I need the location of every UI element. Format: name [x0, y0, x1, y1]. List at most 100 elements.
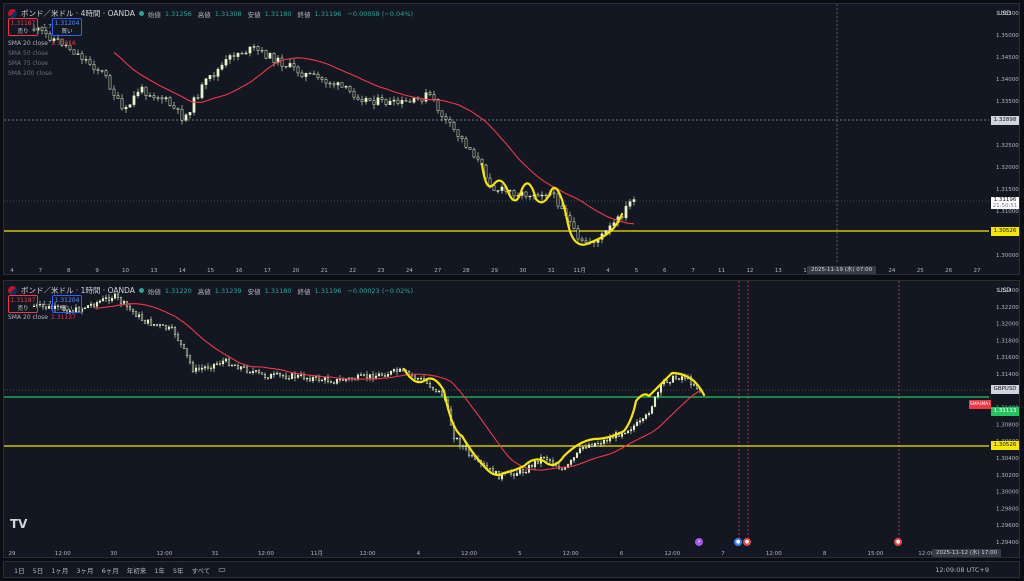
timeframe-5y[interactable]: 5年: [172, 566, 184, 575]
indicator-name: SMA 200 close: [8, 70, 52, 77]
candle-body: [155, 324, 159, 326]
indicator-sma200[interactable]: SMA 200 close: [8, 70, 52, 77]
timeframe-all[interactable]: すべて: [191, 566, 211, 575]
sell-price: 1.31187: [10, 20, 36, 27]
indicator-sma50[interactable]: SMA 50 close: [8, 50, 48, 57]
candle-body: [251, 371, 255, 373]
timeframe-1m[interactable]: 1ヶ月: [51, 566, 69, 575]
clock[interactable]: 12:09:08 UTC+9: [935, 566, 989, 574]
buy-button[interactable]: 1.31204 買い: [52, 295, 82, 313]
candle-body: [84, 59, 88, 61]
event-icon[interactable]: ⚡: [695, 538, 703, 546]
candle-body: [257, 370, 261, 373]
currency-label[interactable]: USD: [998, 287, 1011, 294]
date-axis-label: 5: [635, 268, 639, 274]
timeframe-6m[interactable]: 6ヶ月: [101, 566, 119, 575]
candle-body: [200, 367, 204, 370]
chart-pane-4h[interactable]: 1.355001.350001.345001.340001.335001.330…: [3, 3, 1020, 275]
candle-body: [316, 73, 320, 78]
price-axis-label: 1.34000: [996, 77, 1019, 83]
candle-body: [254, 370, 258, 372]
candle-body: [300, 72, 304, 77]
candle-body: [386, 374, 390, 377]
candle-body: [653, 396, 657, 407]
timeframe-1y[interactable]: 1年: [154, 566, 165, 575]
indicator-sma20[interactable]: SMA 20 close 1.31137: [8, 314, 76, 321]
date-axis-label: 12:00: [563, 551, 579, 557]
chart-canvas-4h[interactable]: 1.355001.350001.345001.340001.335001.330…: [4, 4, 1020, 275]
uk-event-flag-icon[interactable]: ●: [894, 538, 902, 546]
candle-body: [288, 63, 292, 68]
candle-body: [304, 72, 308, 77]
buy-button[interactable]: 1.31204 買い: [52, 18, 82, 36]
candle-body: [364, 97, 368, 102]
candle-body: [116, 293, 120, 298]
date-range-icon[interactable]: ▭: [218, 565, 226, 574]
candle-body: [395, 369, 399, 372]
price-axis-label: 1.31800: [996, 338, 1019, 344]
candle-body: [584, 240, 588, 243]
chart-canvas-1h[interactable]: 1.32400 1.32200 1.32000 1.31800 1.31600 1.314…: [4, 281, 1020, 558]
candle-body: [299, 374, 303, 376]
timeframe-ytd[interactable]: 年初来: [126, 566, 147, 575]
buy-price: 1.31204: [54, 20, 80, 27]
candle-body: [65, 310, 69, 314]
us-event-flag-icon[interactable]: ●: [743, 538, 751, 546]
chart-title[interactable]: ポンド／米ドル · 1時間 · OANDA: [21, 286, 135, 295]
us-event-flag-icon[interactable]: ●: [734, 538, 742, 546]
indicator-sma75[interactable]: SMA 75 close: [8, 60, 48, 67]
candle-body: [320, 379, 324, 382]
candle-body: [524, 472, 528, 474]
open-value: 1.31256: [164, 9, 192, 18]
candle-body: [563, 467, 567, 470]
timeframe-1d[interactable]: 1日: [14, 566, 25, 575]
candle-body: [218, 363, 222, 365]
candle-body: [436, 98, 440, 112]
candle-body: [311, 377, 315, 382]
sell-button[interactable]: 1.31187 売り: [8, 18, 38, 36]
indicator-sma20[interactable]: SMA 20 close 1.30916: [8, 40, 76, 47]
candle-body: [228, 55, 232, 60]
chart-pane-1h[interactable]: 1.32400 1.32200 1.32000 1.31800 1.31600 1.314…: [3, 280, 1020, 558]
candle-body: [638, 420, 642, 423]
date-axis-label: 9: [95, 268, 99, 274]
timeframe-5d[interactable]: 5日: [32, 566, 44, 575]
candle-body: [239, 366, 243, 370]
candle-body: [569, 460, 573, 465]
price-axis-label: 1.35500: [996, 11, 1019, 17]
candle-body: [320, 77, 324, 80]
candle-body: [533, 460, 537, 468]
candle-body: [256, 46, 260, 51]
candle-body: [194, 367, 198, 372]
currency-label[interactable]: USD: [998, 10, 1011, 17]
candle-body: [398, 368, 402, 372]
gbpusd-flag-icon: [8, 286, 17, 295]
candle-body: [380, 97, 384, 100]
candle-body: [329, 381, 333, 384]
candle-body: [434, 388, 438, 392]
candle-body: [360, 99, 364, 102]
date-axis-label: 28: [463, 268, 470, 274]
date-axis-label: 7: [39, 268, 43, 274]
candle-body: [372, 100, 376, 105]
candle-body: [176, 334, 180, 341]
candle-body: [620, 433, 624, 437]
price-axis-label: 1.29600: [996, 523, 1019, 529]
candle-body: [392, 99, 396, 102]
timeframe-3m[interactable]: 3ヶ月: [76, 566, 94, 575]
candle-body: [152, 324, 156, 326]
tradingview-logo: TV: [10, 517, 28, 531]
candle-body: [41, 303, 45, 307]
date-axis-label: 25: [917, 268, 924, 274]
candle-body: [484, 164, 488, 179]
candle-body: [204, 78, 208, 85]
date-axis-label: 12:00: [360, 551, 376, 557]
date-axis-label: 15:00: [867, 551, 883, 557]
candle-body: [584, 447, 588, 449]
sell-button[interactable]: 1.31187 売り: [8, 295, 38, 313]
candle-body: [119, 297, 123, 304]
candle-body: [344, 86, 348, 88]
candle-body: [104, 70, 108, 77]
candle-body: [458, 437, 462, 447]
chart-title[interactable]: ポンド／米ドル · 4時間 · OANDA: [21, 9, 135, 18]
